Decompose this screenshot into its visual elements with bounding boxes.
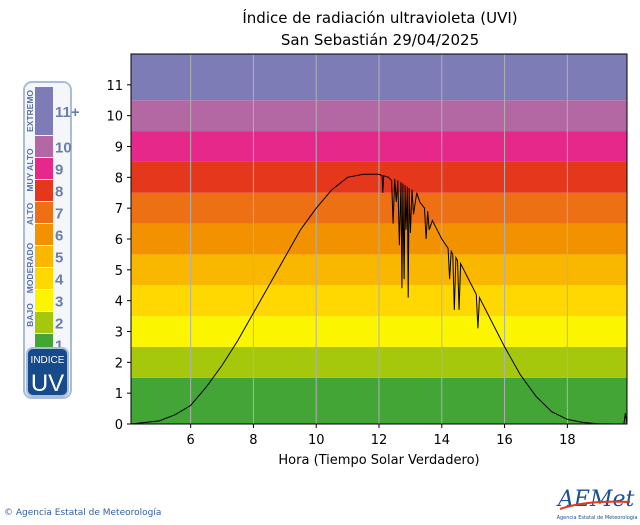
y-tick-label: 7 (115, 202, 123, 217)
legend-number: 10 (55, 140, 72, 157)
y-tick-label: 6 (115, 233, 123, 248)
y-tick-label: 9 (115, 141, 123, 156)
x-tick-label: 10 (308, 433, 325, 448)
x-axis-ticks: 6 8 10 12 14 16 18 (187, 424, 576, 448)
y-tick-label: 2 (115, 356, 123, 371)
legend-number: 6 (55, 228, 63, 245)
legend-swatch-6 (35, 246, 53, 267)
legend-swatch-8 (35, 290, 53, 311)
uv-badge-top: INDICE (31, 355, 65, 366)
series-group (130, 173, 628, 425)
logo-subtext: Agencia Estatal de Meteorología (557, 514, 638, 521)
legend-level-label: MODERADO (25, 242, 35, 293)
y-axis-ticks: 0 1 2 3 4 5 6 7 8 9 10 11 (106, 79, 131, 433)
logo-swoosh (559, 500, 631, 510)
logo-text: AEMet (556, 487, 634, 512)
copyright-footer: © Agencia Estatal de Meteorología (4, 508, 162, 518)
legend-level-label: EXTREMO (25, 90, 35, 132)
legend-level-label: MUY ALTO (25, 148, 35, 192)
x-tick-label: 8 (249, 433, 257, 448)
legend-number: 4 (55, 272, 64, 289)
legend-swatch-5 (35, 224, 53, 245)
chart-subtitle: San Sebastián 29/04/2025 (281, 31, 479, 49)
uv-badge-bottom: UV (31, 370, 64, 397)
x-axis-label: Hora (Tiempo Solar Verdadero) (278, 453, 479, 468)
uv-legend: 11+ 10 9 8 7 6 5 4 3 2 1 EXTREMO MUY ALTO ALTO MODERA… (23, 81, 80, 399)
x-tick-label: 18 (559, 433, 576, 448)
legend-number: 7 (55, 206, 63, 223)
legend-number: 3 (55, 294, 63, 311)
legend-number: 11+ (55, 104, 80, 121)
uvi-series-line (130, 173, 628, 425)
x-tick-label: 16 (496, 433, 513, 448)
x-tick-label: 14 (434, 433, 451, 448)
legend-level-label: BAJO (25, 303, 35, 327)
x-tick-label: 12 (371, 433, 388, 448)
x-tick-label: 6 (187, 433, 195, 448)
uv-badge (26, 347, 69, 397)
legend-number: 8 (55, 184, 63, 201)
legend-level-label: ALTO (25, 202, 35, 225)
aemet-logo: AEMet Agencia Estatal de Meteorología (556, 487, 638, 521)
y-tick-label: 10 (106, 110, 123, 125)
legend-number: 5 (55, 250, 63, 267)
legend-swatch-0 (35, 87, 53, 135)
legend-swatch-1 (35, 136, 53, 157)
legend-swatch-7 (35, 268, 53, 289)
y-tick-label: 11 (106, 79, 123, 94)
legend-swatch-2 (35, 158, 53, 179)
legend-levels: EXTREMO MUY ALTO ALTO MODERADO BAJO (25, 90, 35, 327)
y-tick-label: 8 (115, 171, 123, 186)
legend-swatch-9 (35, 312, 53, 333)
y-tick-label: 1 (115, 387, 123, 402)
legend-number: 9 (55, 162, 63, 179)
legend-swatches: 11+ 10 9 8 7 6 5 4 3 2 1 (35, 87, 80, 355)
y-tick-label: 0 (115, 418, 123, 433)
legend-number: 1 (55, 338, 63, 355)
legend-swatch-4 (35, 202, 53, 223)
legend-swatch-3 (35, 180, 53, 201)
y-tick-label: 5 (115, 264, 123, 279)
y-tick-label: 3 (115, 326, 123, 341)
legend-number: 2 (55, 316, 63, 333)
y-tick-label: 4 (115, 295, 123, 310)
chart-title: Índice de radiación ultravioleta (UVI) (242, 8, 517, 27)
